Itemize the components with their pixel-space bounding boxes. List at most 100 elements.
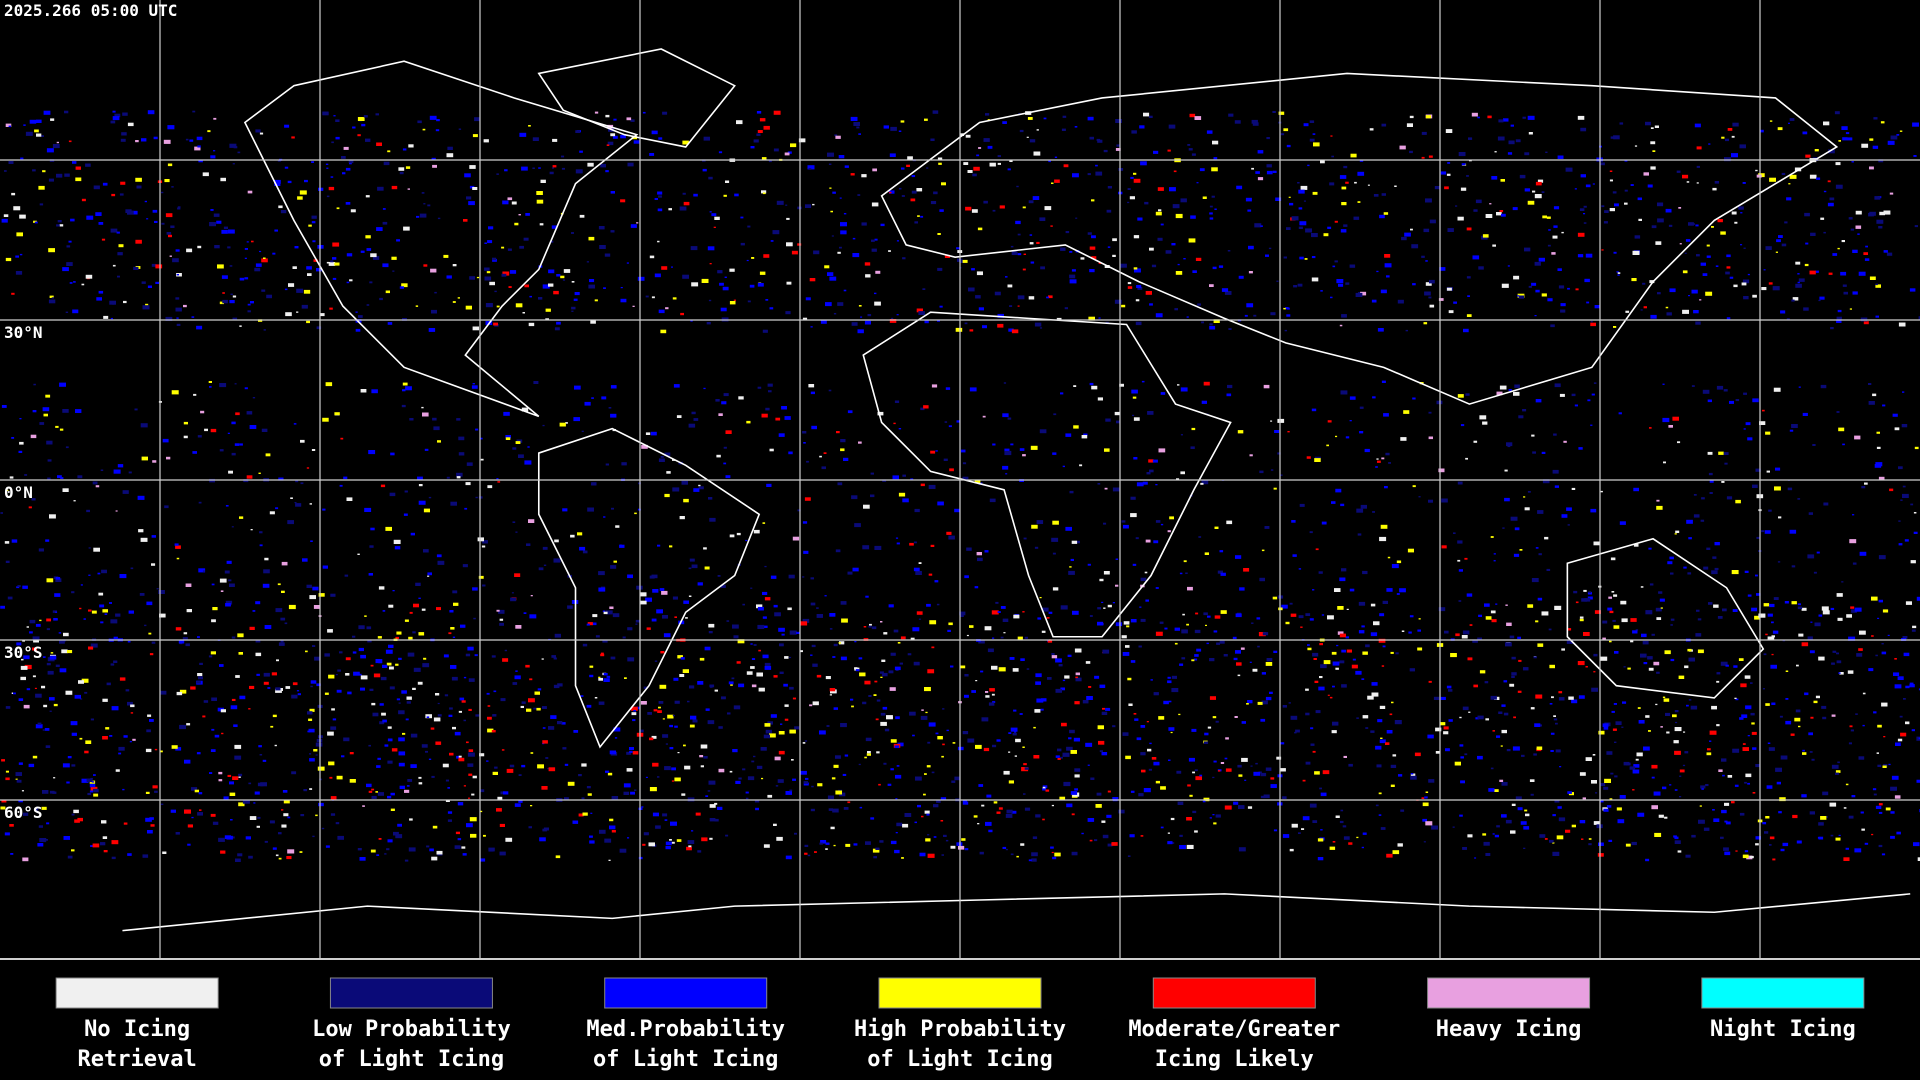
icing-pixel — [1188, 148, 1193, 151]
icing-pixel — [641, 444, 648, 449]
icing-pixel — [1533, 656, 1537, 659]
icing-pixel — [1550, 732, 1555, 735]
icing-pixel — [35, 623, 41, 627]
icing-pixel — [1548, 229, 1551, 231]
icing-pixel — [573, 298, 578, 301]
icing-pixel — [779, 671, 784, 674]
icing-pixel — [657, 240, 660, 243]
icing-pixel — [785, 791, 792, 795]
icing-pixel — [1312, 820, 1318, 823]
icing-pixel — [1478, 266, 1484, 270]
icing-pixel — [1080, 257, 1085, 260]
icing-pixel — [757, 606, 764, 611]
icing-pixel — [311, 221, 316, 224]
icing-pixel — [1277, 418, 1285, 423]
icing-pixel — [1165, 250, 1172, 254]
icing-pixel — [1014, 755, 1017, 757]
icing-pixel — [1707, 748, 1711, 751]
icing-pixel — [1802, 749, 1805, 752]
icing-pixel — [211, 728, 215, 731]
icing-pixel — [164, 179, 170, 183]
icing-pixel — [1552, 842, 1555, 844]
icing-pixel — [1509, 635, 1515, 639]
icing-pixel — [1187, 586, 1193, 591]
icing-pixel — [1496, 825, 1500, 828]
icing-pixel — [571, 281, 575, 283]
icing-pixel — [313, 605, 321, 609]
icing-pixel — [1724, 802, 1730, 806]
icing-pixel — [1655, 703, 1658, 706]
icing-pixel — [1897, 738, 1903, 742]
icing-pixel — [483, 834, 486, 837]
icing-pixel — [145, 791, 150, 794]
icing-pixel — [1074, 648, 1082, 653]
icing-pixel — [1155, 313, 1163, 318]
icing-pixel — [1706, 752, 1712, 756]
icing-pixel — [797, 243, 802, 246]
icing-pixel — [80, 584, 83, 586]
icing-pixel — [718, 768, 725, 773]
icing-pixel — [389, 686, 395, 690]
icing-pixel — [1022, 268, 1026, 271]
icing-pixel — [1017, 233, 1021, 236]
icing-pixel — [1869, 276, 1876, 280]
icing-pixel — [1409, 668, 1415, 672]
icing-pixel — [1280, 768, 1286, 772]
icing-pixel — [1206, 130, 1213, 134]
icing-pixel — [1213, 319, 1220, 323]
icing-pixel — [1616, 807, 1622, 811]
icing-pixel — [809, 704, 813, 707]
icing-pixel — [1769, 836, 1775, 840]
icing-pixel — [284, 166, 289, 169]
icing-pixel — [1709, 492, 1713, 494]
icing-pixel — [355, 328, 361, 332]
icing-pixel — [1485, 214, 1493, 218]
icing-pixel — [757, 624, 765, 629]
icing-pixel — [775, 417, 781, 421]
icing-pixel — [36, 119, 42, 123]
icing-pixel — [1265, 662, 1273, 666]
icing-pixel — [382, 610, 386, 612]
icing-pixel — [56, 224, 60, 227]
icing-pixel — [1552, 469, 1559, 474]
icing-pixel — [1858, 648, 1863, 651]
icing-pixel — [1167, 149, 1171, 152]
icing-pixel — [167, 163, 173, 167]
icing-pixel — [1385, 452, 1390, 456]
icing-pixel — [797, 509, 801, 512]
icing-pixel — [1246, 703, 1249, 705]
icing-pixel — [1729, 400, 1734, 404]
icing-pixel — [239, 695, 246, 700]
icing-pixel — [152, 460, 157, 463]
icing-pixel — [855, 669, 860, 672]
icing-pixel — [196, 136, 203, 141]
icing-pixel — [168, 234, 172, 238]
icing-pixel — [971, 690, 976, 693]
icing-pixel — [349, 752, 354, 755]
icing-pixel — [507, 197, 513, 201]
icing-pixel — [1744, 850, 1749, 853]
icing-pixel — [554, 327, 560, 331]
icing-pixel — [428, 758, 432, 760]
icing-pixel — [1054, 852, 1061, 857]
icing-pixel — [264, 840, 268, 843]
icing-pixel — [1829, 802, 1837, 807]
icing-pixel — [1121, 635, 1127, 639]
icing-pixel — [1313, 142, 1320, 147]
icing-pixel — [446, 476, 450, 479]
icing-pixel — [322, 565, 328, 569]
icing-pixel — [962, 476, 969, 481]
icing-pixel — [1721, 758, 1727, 762]
icing-pixel — [72, 161, 77, 164]
icing-pixel — [941, 854, 944, 856]
icing-pixel — [1429, 219, 1436, 224]
icing-pixel — [116, 231, 120, 234]
icing-pixel — [480, 810, 483, 813]
icing-pixel — [1373, 194, 1379, 197]
icing-pixel — [294, 502, 297, 504]
icing-pixel — [805, 204, 812, 208]
icing-pixel — [465, 482, 471, 486]
icing-pixel — [1675, 530, 1680, 533]
icing-pixel — [1825, 816, 1828, 818]
icing-pixel — [1329, 846, 1336, 850]
